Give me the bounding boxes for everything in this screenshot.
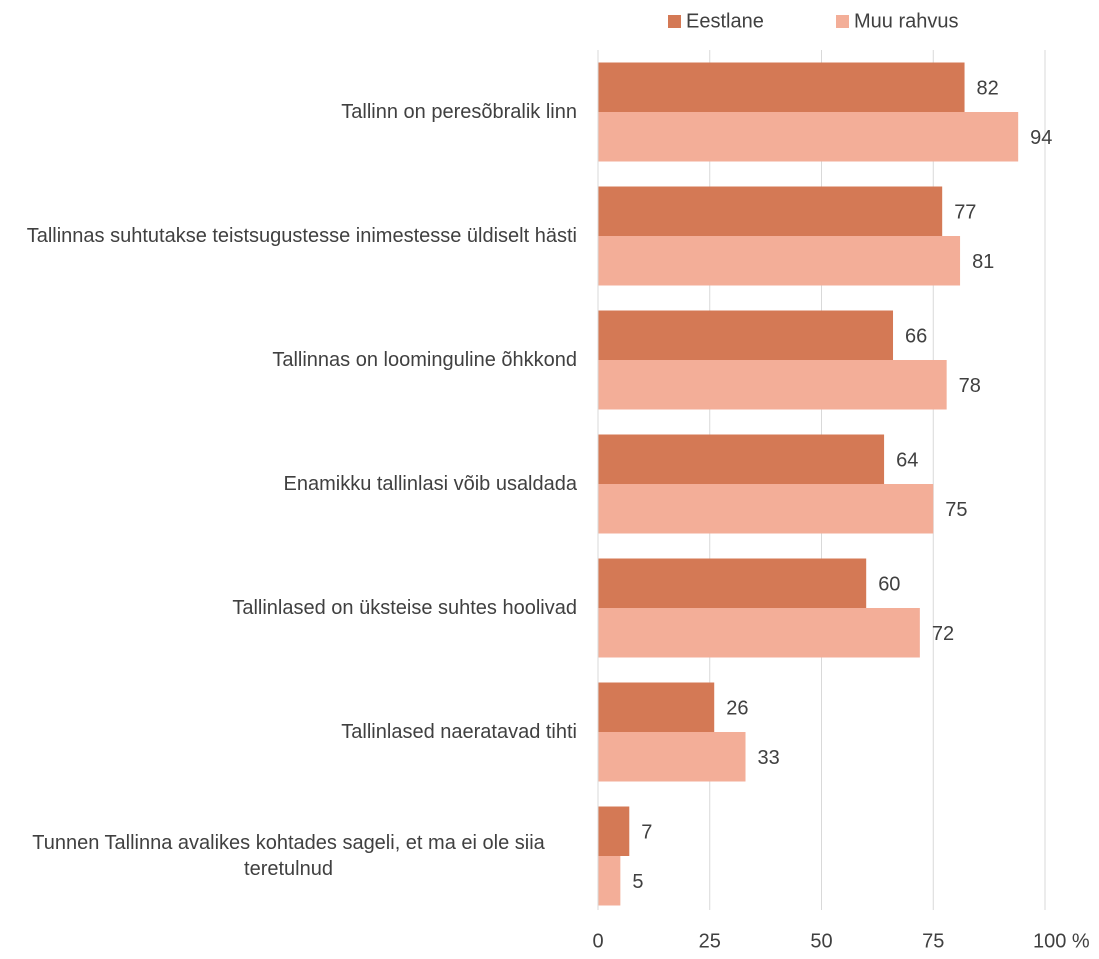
value-label: 82	[977, 78, 999, 100]
value-label: 77	[954, 202, 976, 224]
value-label: 64	[896, 450, 918, 472]
legend-swatch	[836, 15, 849, 28]
bar	[598, 236, 961, 286]
category-label: Tallinnas on loominguline õhkkond	[272, 349, 577, 371]
bar	[598, 62, 965, 112]
category-label: Enamikku tallinlasi võib usaldada	[283, 473, 578, 495]
value-label: 33	[758, 747, 780, 769]
value-label: 5	[632, 871, 643, 893]
x-tick-label: 100 %	[1033, 930, 1090, 952]
value-label: 94	[1030, 127, 1052, 149]
legend-swatch	[668, 15, 681, 28]
category-label: Tallinn on peresõbralik linn	[341, 101, 577, 123]
value-label: 78	[959, 375, 981, 397]
bar	[598, 360, 947, 410]
value-label: 26	[726, 698, 748, 720]
value-label: 81	[972, 251, 994, 273]
category-label: Tunnen Tallinna avalikes kohtades sageli…	[32, 832, 545, 880]
x-tick-label: 25	[699, 930, 721, 952]
category-label: Tallinlased naeratavad tihti	[341, 721, 577, 743]
x-tick-label: 75	[922, 930, 944, 952]
bar	[598, 310, 894, 360]
bar	[598, 608, 920, 658]
value-label: 72	[932, 623, 954, 645]
bar	[598, 558, 867, 608]
x-tick-label: 0	[592, 930, 603, 952]
legend-label: Eestlane	[686, 10, 764, 32]
category-label: Tallinnas suhtutakse teistsugustesse ini…	[26, 225, 577, 247]
bar	[598, 484, 934, 534]
legend-label: Muu rahvus	[854, 10, 959, 32]
bar	[598, 806, 630, 856]
bar	[598, 856, 621, 906]
bar	[598, 682, 715, 732]
bar	[598, 434, 885, 484]
value-label: 66	[905, 326, 927, 348]
bar	[598, 186, 943, 236]
x-tick-label: 50	[810, 930, 832, 952]
value-label: 75	[945, 499, 967, 521]
category-label: Tallinlased on üksteise suhtes hoolivad	[232, 597, 577, 619]
bar	[598, 112, 1019, 162]
value-label: 7	[641, 822, 652, 844]
value-label: 60	[878, 574, 900, 596]
bar	[598, 732, 746, 782]
